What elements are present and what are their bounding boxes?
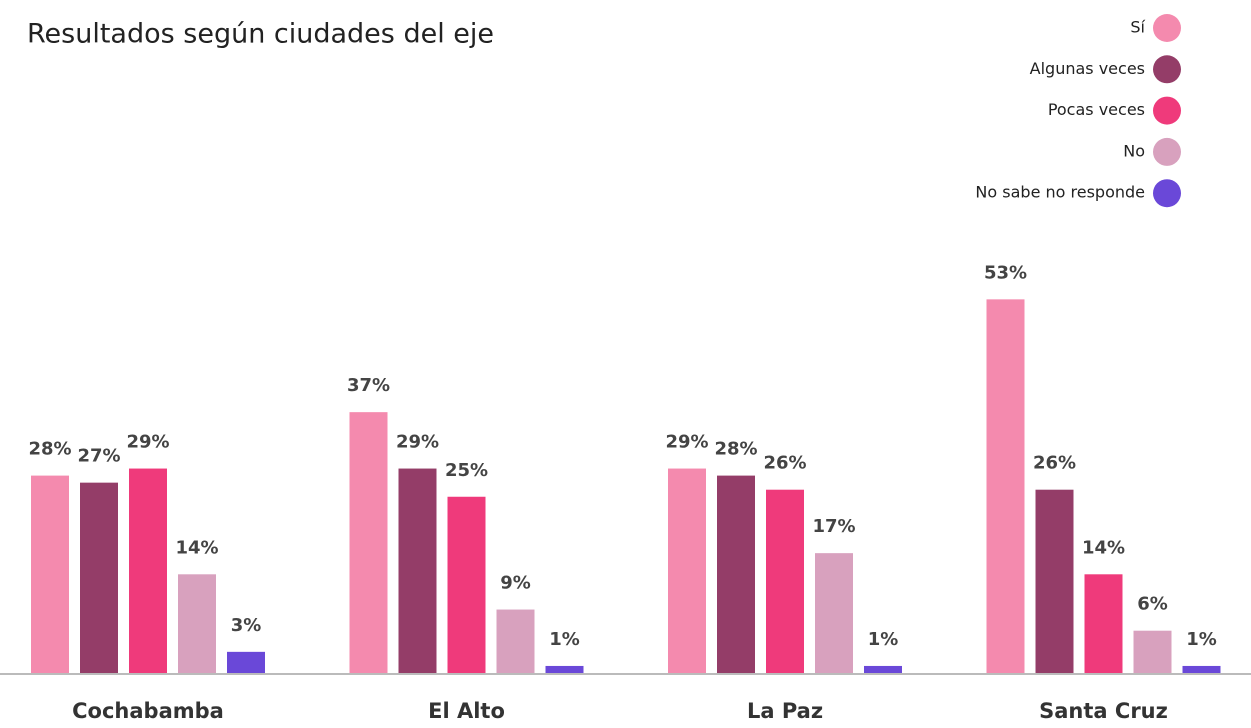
legend-swatch	[1153, 55, 1181, 84]
legend-label: Algunas veces	[1030, 59, 1145, 78]
bar	[717, 475, 755, 673]
legend-label: No sabe no responde	[975, 183, 1145, 202]
legend-swatch	[1153, 137, 1181, 166]
value-label: 37%	[347, 375, 390, 396]
legend-swatch	[1153, 14, 1181, 42]
value-label: 1%	[1186, 629, 1217, 650]
bar	[1133, 630, 1172, 673]
legend-label: Sí	[1130, 18, 1145, 37]
bar	[349, 412, 388, 673]
value-label: 26%	[1033, 453, 1076, 474]
value-label: 9%	[500, 573, 531, 594]
value-label: 27%	[77, 446, 120, 467]
value-label: 29%	[126, 432, 169, 453]
bar	[129, 468, 167, 673]
x-tick-label: Cochabamba	[72, 699, 224, 723]
value-label: 1%	[549, 629, 580, 650]
value-label: 28%	[714, 439, 757, 460]
value-label: 26%	[763, 453, 806, 474]
legend-swatch	[1153, 179, 1181, 208]
bar	[1182, 665, 1221, 673]
x-tick-label: El Alto	[428, 699, 505, 723]
value-label: 1%	[868, 629, 899, 650]
bar	[447, 496, 486, 673]
legend-label: No	[1123, 141, 1145, 160]
value-label: 6%	[1137, 594, 1168, 615]
bar	[178, 574, 216, 673]
bar	[766, 489, 804, 673]
bar	[496, 609, 535, 673]
legend-swatch	[1153, 96, 1181, 125]
value-label: 25%	[445, 460, 488, 481]
bar	[545, 665, 584, 673]
chart-title: Resultados según ciudades del eje	[27, 19, 494, 50]
x-tick-label: La Paz	[747, 699, 823, 723]
value-label: 17%	[812, 516, 855, 537]
bar	[31, 475, 69, 673]
value-label: 53%	[984, 262, 1027, 283]
bar	[398, 468, 437, 673]
bar	[864, 665, 902, 673]
bar	[1084, 574, 1123, 673]
value-label: 3%	[231, 615, 262, 636]
value-label: 14%	[175, 537, 218, 558]
bar	[668, 468, 706, 673]
value-label: 28%	[28, 439, 71, 460]
x-tick-label: Santa Cruz	[1039, 699, 1168, 723]
value-label: 29%	[396, 432, 439, 453]
bar	[1035, 489, 1074, 673]
bar	[227, 651, 265, 673]
bar	[986, 299, 1025, 673]
bar	[815, 553, 853, 673]
bar	[80, 482, 118, 673]
value-label: 14%	[1082, 537, 1125, 558]
value-label: 29%	[665, 432, 708, 453]
legend-label: Pocas veces	[1048, 100, 1145, 119]
